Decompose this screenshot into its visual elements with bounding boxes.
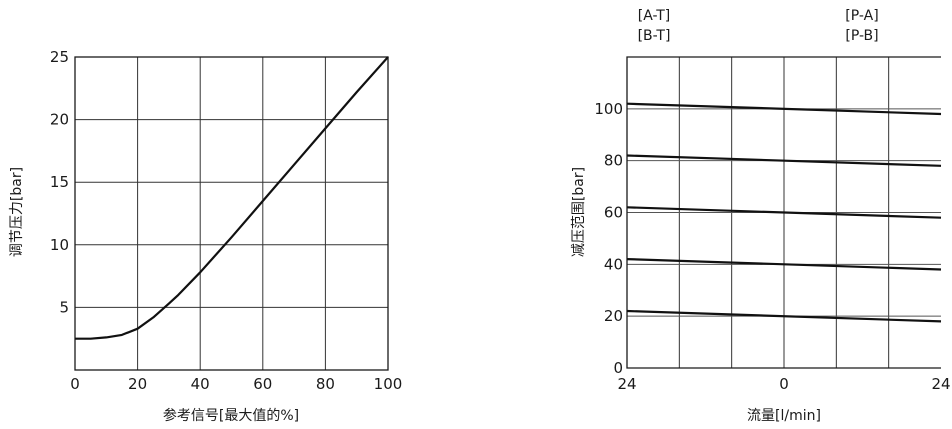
left-series [75,56,389,340]
left-y-tick: 20 [50,111,69,129]
left-x-tick: 100 [374,375,403,393]
right-y-tick: 60 [604,204,623,222]
left-tick-labels: 0 20 40 60 80 100 5 10 15 20 25 [50,48,402,393]
right-series-line [626,309,942,323]
right-top-label-p-a: [P-A] [845,8,878,24]
right-series-line [626,206,942,219]
right-x-tick: 0 [779,375,789,393]
right-top-label-b-t: [B-T] [638,28,671,44]
left-x-tick: 0 [70,375,80,393]
right-y-tick: 0 [613,359,623,377]
right-top-label-p-b: [P-B] [845,28,878,44]
left-y-axis-label: 调节压力[bar] [9,167,25,257]
left-series-line [75,56,389,340]
right-x-tick: 24 [931,375,950,393]
left-x-tick: 60 [253,375,272,393]
left-y-tick: 25 [50,48,69,66]
left-x-tick: 40 [191,375,210,393]
right-series-line [626,102,942,116]
left-grid [74,56,389,371]
right-plot-frame [626,56,941,369]
right-y-tick: 80 [604,152,623,170]
right-top-label-a-t: [A-T] [638,8,671,24]
left-y-tick: 15 [50,173,69,191]
right-series [626,102,942,323]
left-x-tick: 20 [128,375,147,393]
right-y-axis-label: 减压范围[bar] [570,167,587,257]
left-plot-frame [74,56,389,371]
right-x-tick: 24 [617,375,636,393]
right-y-tick: 100 [594,100,623,118]
left-y-tick: 5 [59,298,69,316]
right-x-axis-label: 流量[l/min] [747,408,821,424]
pressure-vs-signal-chart: 0 20 40 60 80 100 5 10 15 20 25 参考信号[最大值的%] 调节压力[b… [9,48,402,424]
right-y-tick: 40 [604,255,623,273]
left-x-axis-label: 参考信号[最大值的%] [163,407,299,424]
left-y-tick: 10 [50,236,69,254]
left-x-tick: 80 [316,375,335,393]
right-series-line [626,154,942,167]
right-series-line [626,258,942,271]
right-y-tick: 20 [604,307,623,325]
